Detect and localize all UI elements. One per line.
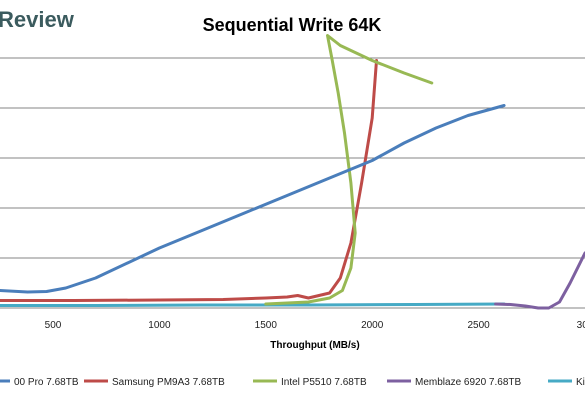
legend-entry: Ki: [576, 377, 585, 388]
series-line: [0, 59, 378, 302]
x-tick-labels: 500 1000 1500 2000 2500 300: [45, 320, 585, 331]
gridlines: [0, 57, 585, 259]
series-lines: [0, 34, 585, 310]
x-axis-label: Throughput (MB/s): [270, 340, 359, 351]
series-line: [494, 251, 585, 310]
series-line: [0, 104, 506, 294]
legend-entry: Intel P5510 7.68TB: [281, 377, 367, 388]
x-tick-label: 1500: [255, 320, 278, 331]
x-tick-label: 300: [577, 320, 585, 331]
legend-entry: 00 Pro 7.68TB: [14, 377, 79, 388]
chart-title: Sequential Write 64K: [203, 15, 382, 35]
x-tick-label: 2000: [361, 320, 384, 331]
x-tick-label: 500: [45, 320, 62, 331]
legend-entry: Memblaze 6920 7.68TB: [415, 377, 522, 388]
legend: 00 Pro 7.68TB Samsung PM9A3 7.68TB Intel P…: [0, 377, 585, 388]
series-line: [264, 34, 434, 306]
x-tick-label: 1000: [148, 320, 171, 331]
series-line: [0, 302, 506, 307]
x-tick-label: 2500: [467, 320, 490, 331]
logo-text: Review: [0, 7, 75, 32]
legend-entry: Samsung PM9A3 7.68TB: [112, 377, 225, 388]
